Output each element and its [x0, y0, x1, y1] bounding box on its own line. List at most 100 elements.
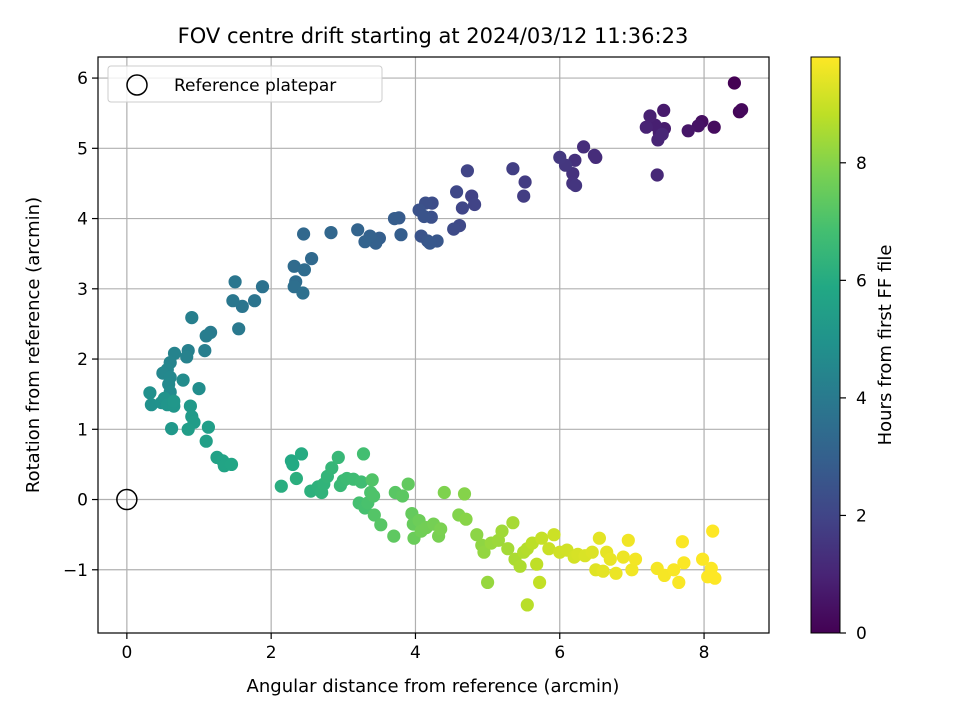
data-point — [643, 109, 657, 123]
data-point — [518, 175, 532, 189]
y-tick-label: 2 — [77, 350, 88, 370]
data-point — [603, 552, 617, 566]
data-point — [517, 189, 531, 203]
colorbar-ticks: 0 2 4 6 8 — [840, 154, 867, 644]
data-point — [305, 252, 319, 266]
x-tick-label: 6 — [554, 643, 565, 663]
data-point — [477, 545, 491, 559]
data-point — [707, 120, 721, 134]
data-point — [387, 529, 401, 543]
y-axis-label: Rotation from reference (arcmin) — [23, 197, 44, 493]
data-point — [167, 394, 181, 408]
data-point — [401, 477, 415, 491]
x-tick-label: 8 — [699, 643, 710, 663]
data-point — [542, 542, 556, 556]
x-tick-label: 2 — [266, 643, 277, 663]
data-point — [289, 471, 303, 486]
legend-marker — [126, 74, 148, 96]
data-point — [294, 447, 309, 461]
data-point — [455, 201, 469, 215]
data-point — [481, 575, 495, 590]
data-point — [650, 168, 664, 182]
data-point — [468, 197, 482, 212]
data-point — [255, 280, 270, 294]
data-point — [181, 422, 195, 436]
data-point — [592, 531, 607, 545]
data-point — [535, 531, 549, 545]
data-point — [367, 508, 381, 522]
y-tick-label: 0 — [77, 491, 88, 511]
data-point — [297, 263, 311, 277]
colorbar-tick-label: 6 — [856, 271, 867, 291]
data-point — [374, 518, 388, 532]
x-tick-label: 4 — [410, 643, 421, 663]
reference-marker — [116, 488, 138, 511]
data-point — [672, 575, 686, 590]
data-point — [367, 489, 381, 503]
data-point — [286, 457, 300, 471]
data-point — [434, 522, 448, 536]
data-point — [180, 350, 194, 364]
grid-lines — [98, 57, 769, 633]
data-point — [609, 566, 623, 580]
x-axis-label: Angular distance from reference (arcmin) — [247, 676, 620, 697]
data-point — [553, 150, 567, 164]
data-point — [274, 479, 288, 493]
data-point — [232, 322, 246, 336]
data-point — [144, 398, 158, 412]
colorbar-tick-label: 8 — [856, 154, 867, 174]
data-point — [199, 329, 213, 343]
data-point — [198, 344, 212, 358]
data-point — [495, 524, 509, 538]
data-point — [547, 528, 561, 542]
y-tick-label: 5 — [77, 139, 88, 159]
data-point — [596, 564, 610, 578]
plot-frame — [97, 56, 770, 634]
data-point — [625, 563, 639, 577]
data-point — [727, 76, 742, 90]
data-point — [387, 212, 402, 226]
y-tick-label: 1 — [77, 420, 88, 440]
data-point — [183, 399, 197, 413]
data-point — [530, 557, 544, 571]
data-point — [176, 373, 190, 387]
data-point — [675, 535, 690, 549]
chart-title: FOV centre drift starting at 2024/03/12 … — [178, 24, 689, 48]
colorbar-label: Hours from first FF file — [875, 245, 896, 446]
data-point — [457, 487, 472, 501]
data-point — [735, 103, 749, 117]
data-point — [501, 542, 515, 556]
data-point — [459, 512, 473, 526]
data-point — [394, 228, 408, 242]
data-point — [423, 236, 437, 250]
legend-box — [107, 65, 383, 103]
data-point — [708, 571, 722, 585]
legend-label: Reference platepar — [174, 76, 336, 96]
data-point — [691, 119, 705, 133]
data-point — [577, 140, 591, 154]
data-point — [365, 473, 379, 487]
data-point — [224, 457, 239, 471]
data-point — [681, 124, 695, 138]
data-point — [706, 524, 720, 538]
data-point — [655, 127, 669, 141]
data-point — [192, 382, 206, 396]
data-point — [354, 475, 368, 489]
data-point — [417, 209, 431, 224]
data-point — [201, 420, 215, 434]
data-point — [358, 235, 372, 249]
data-point — [585, 545, 599, 559]
data-point — [324, 226, 338, 240]
data-point — [450, 185, 464, 199]
data-point — [460, 164, 474, 178]
data-point — [325, 461, 339, 475]
data-point — [226, 294, 240, 308]
data-point — [696, 552, 710, 566]
data-point — [248, 294, 262, 308]
data-point — [356, 447, 371, 461]
data-point — [297, 227, 311, 241]
data-point — [533, 575, 547, 590]
y-tick-label: −1 — [63, 561, 88, 581]
reference-platepar-marker — [116, 488, 138, 511]
